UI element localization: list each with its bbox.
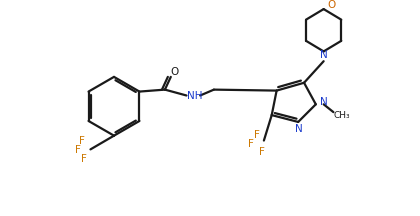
Text: O: O: [327, 0, 336, 10]
Text: F: F: [248, 140, 254, 149]
Text: N: N: [295, 124, 303, 134]
Text: F: F: [254, 130, 260, 140]
Text: N: N: [320, 50, 328, 60]
Text: N: N: [320, 97, 328, 107]
Text: O: O: [171, 67, 179, 77]
Text: F: F: [259, 147, 265, 157]
Text: CH₃: CH₃: [334, 111, 351, 120]
Text: F: F: [79, 136, 84, 146]
Text: F: F: [75, 145, 81, 155]
Text: F: F: [81, 154, 87, 164]
Text: NH: NH: [186, 92, 202, 102]
